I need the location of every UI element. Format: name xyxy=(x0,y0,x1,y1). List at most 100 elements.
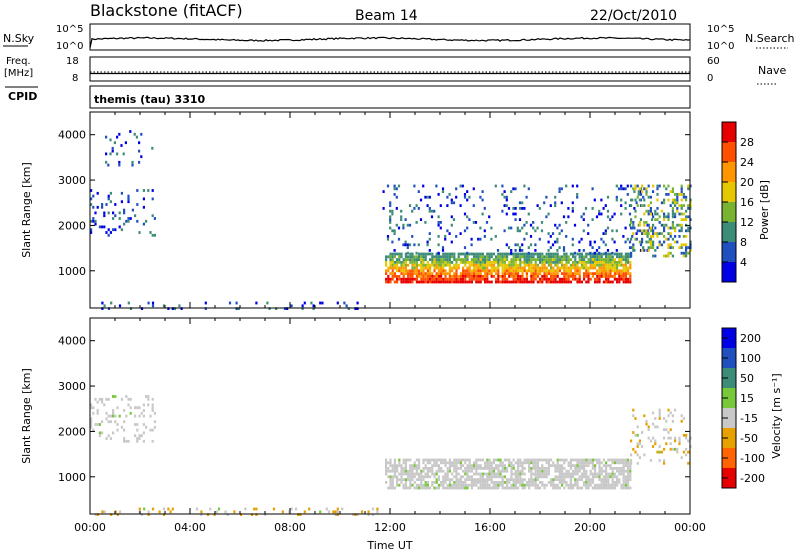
heatmap-cell xyxy=(385,481,388,484)
heatmap-cell xyxy=(561,280,564,284)
heatmap-cell xyxy=(490,469,493,473)
heatmap-cell xyxy=(669,442,672,446)
heatmap-cell xyxy=(510,263,513,267)
heatmap-cell xyxy=(627,481,630,484)
heatmap-cell xyxy=(393,252,396,256)
heatmap-cell xyxy=(536,280,539,284)
heatmap-cell xyxy=(512,464,515,467)
heatmap-cell xyxy=(620,272,623,275)
heatmap-cell xyxy=(563,478,566,481)
heatmap-cell xyxy=(618,269,621,273)
heatmap-cell xyxy=(437,277,440,281)
heatmap-cell xyxy=(682,204,685,207)
heatmap-cell xyxy=(495,475,498,479)
heatmap-cell xyxy=(107,307,111,310)
heatmap-cell xyxy=(600,269,603,273)
heatmap-cell xyxy=(475,261,478,264)
heatmap-cell xyxy=(389,486,392,490)
heatmap-cell xyxy=(606,209,610,213)
heatmap-cell xyxy=(393,467,396,470)
heatmap-cell xyxy=(505,204,508,207)
heatmap-cell xyxy=(521,486,524,490)
heatmap-cell xyxy=(435,280,438,284)
heatmap-cell xyxy=(459,277,462,281)
heatmap-cell xyxy=(431,261,434,264)
heatmap-cell xyxy=(589,478,592,481)
heatmap-cell xyxy=(457,467,460,470)
heatmap-cell xyxy=(479,266,482,270)
heatmap-cell xyxy=(510,464,513,467)
heatmap-cell xyxy=(151,507,155,511)
heatmap-cell xyxy=(571,184,574,188)
heatmap-cell xyxy=(389,475,392,479)
heatmap-cell xyxy=(569,269,572,273)
heatmap-cell xyxy=(530,258,533,261)
heatmap-cell xyxy=(391,263,394,267)
heatmap-cell xyxy=(594,272,597,275)
heatmap-cell xyxy=(409,469,412,473)
heatmap-cell xyxy=(470,258,473,261)
colorbar-cell xyxy=(722,142,736,162)
heatmap-cell xyxy=(545,280,548,284)
heatmap-cell xyxy=(464,461,467,465)
heatmap-cell xyxy=(508,252,511,256)
heatmap-cell xyxy=(660,243,663,247)
heatmap-cell xyxy=(563,269,566,273)
heatmap-cell xyxy=(636,433,639,437)
heatmap-cell xyxy=(618,277,621,281)
heatmap-cell xyxy=(622,472,625,476)
heatmap-cell xyxy=(647,425,650,429)
heatmap-cell xyxy=(459,461,462,465)
heatmap-cell xyxy=(607,277,610,281)
heatmap-cell xyxy=(483,235,486,238)
heatmap-cell xyxy=(550,266,553,270)
heatmap-cell xyxy=(525,275,528,278)
heatmap-cell xyxy=(501,209,504,213)
heatmap-cell xyxy=(605,258,608,261)
heatmap-cell xyxy=(490,280,493,284)
heatmap-cell xyxy=(473,464,476,467)
heatmap-cell xyxy=(558,269,561,273)
heatmap-cell xyxy=(419,218,423,221)
heatmap-cell xyxy=(676,195,679,199)
heatmap-cell xyxy=(455,235,458,238)
heatmap-cell xyxy=(464,261,467,264)
heatmap-cell xyxy=(507,207,511,210)
heatmap-cell xyxy=(151,397,154,401)
heatmap-cell xyxy=(402,243,405,247)
heatmap-cell xyxy=(645,229,648,233)
heatmap-cell xyxy=(439,226,442,230)
heatmap-cell xyxy=(424,483,427,487)
heatmap-cell xyxy=(632,232,635,235)
heatmap-cell xyxy=(433,458,436,462)
heatmap-cell xyxy=(422,469,425,473)
heatmap-cell xyxy=(616,469,619,473)
heatmap-cell xyxy=(641,190,644,193)
heatmap-cell xyxy=(521,464,524,467)
heatmap-cell xyxy=(624,461,627,465)
heatmap-cell xyxy=(116,152,119,156)
heatmap-cell xyxy=(547,272,550,275)
heatmap-cell xyxy=(268,307,271,310)
heatmap-cell xyxy=(418,258,421,261)
heatmap-cell xyxy=(437,243,440,247)
heatmap-cell xyxy=(395,207,398,210)
heatmap-cell xyxy=(413,269,416,273)
heatmap-cell xyxy=(573,251,577,255)
heatmap-cell xyxy=(470,464,473,467)
heatmap-cell xyxy=(387,461,390,465)
heatmap-cell xyxy=(556,240,559,244)
heatmap-cell xyxy=(495,255,498,259)
heatmap-cell xyxy=(545,261,548,264)
heatmap-cell xyxy=(448,266,451,270)
heatmap-cell xyxy=(424,258,427,261)
heatmap-cell xyxy=(501,461,504,465)
heatmap-cell xyxy=(481,255,484,259)
heatmap-cell xyxy=(407,478,410,481)
colorbar-cell xyxy=(722,202,736,222)
heatmap-cell xyxy=(501,478,504,481)
heatmap-cell xyxy=(481,258,484,261)
heatmap-cell xyxy=(534,481,537,484)
heatmap-cell xyxy=(497,475,500,479)
heatmap-cell xyxy=(541,266,544,270)
